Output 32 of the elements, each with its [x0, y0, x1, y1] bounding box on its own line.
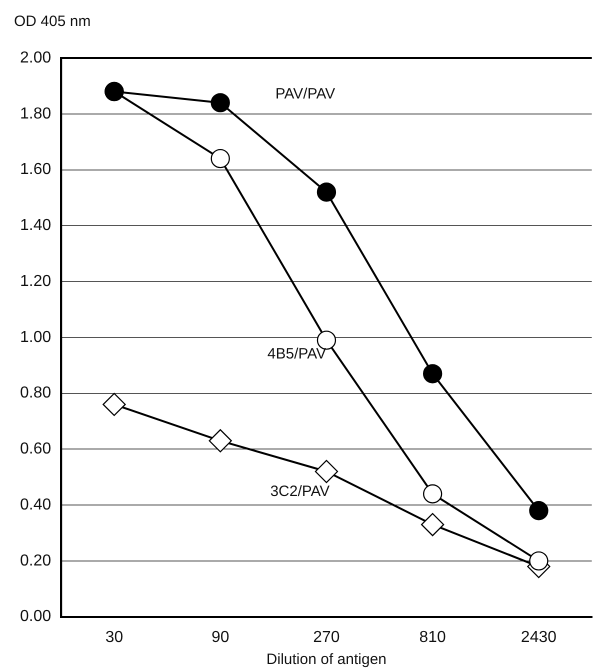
point [314, 460, 338, 484]
x-tick-label: 30 [105, 628, 124, 646]
point [423, 484, 442, 504]
point [423, 364, 442, 384]
point [208, 429, 232, 452]
x-tick-label: 270 [313, 628, 340, 646]
y-tick-label: 1.40 [20, 217, 52, 234]
y-tick-label: 1.60 [20, 161, 52, 178]
point [210, 148, 230, 168]
y-tick-label: 2.00 [20, 49, 52, 66]
y-tick-label: 1.20 [20, 272, 52, 290]
y-tick-label: 0.40 [20, 496, 52, 514]
x-tick-label: 810 [419, 628, 446, 646]
series-label: 4B5/PAV [267, 345, 326, 362]
y-tick-label: 0.60 [20, 440, 52, 458]
series-label: 3C2/PAV [270, 482, 330, 500]
point [529, 501, 548, 520]
x-tick-label: 90 [211, 628, 230, 646]
point [210, 93, 230, 112]
y-tick-label: 0.00 [20, 608, 52, 626]
y-tick-label: 0.20 [20, 552, 52, 570]
text: PAV/PAV [275, 85, 336, 102]
y-tick-label: 1.80 [20, 105, 52, 122]
x-tick-label: 2430 [520, 628, 557, 646]
x-axis-title: Dilution of antigen [266, 651, 387, 668]
point [421, 513, 444, 536]
y-axis-title: OD 405 nm [14, 13, 91, 30]
point [102, 392, 126, 416]
y-tick-label: 0.80 [20, 384, 52, 402]
point [529, 551, 548, 571]
y-tick-label: 1.00 [20, 328, 52, 346]
point [316, 182, 336, 202]
